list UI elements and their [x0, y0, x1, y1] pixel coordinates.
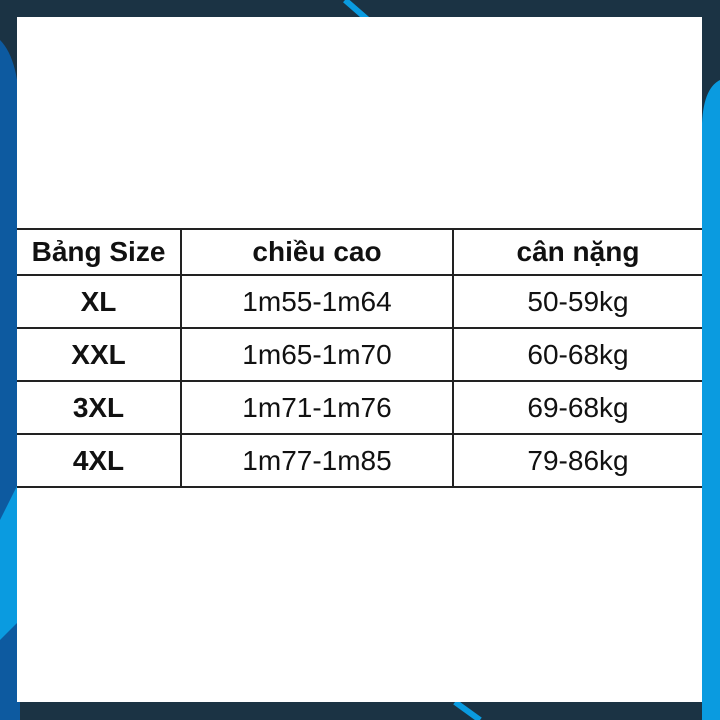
size-cell: 4XL — [17, 433, 182, 488]
size-cell: XXL — [17, 327, 182, 381]
header-height: chiều cao — [181, 228, 454, 275]
size-table: Bảng Size chiều cao cân nặng XL 1m55-1m6… — [17, 228, 702, 488]
height-cell: 1m71-1m76 — [181, 380, 454, 434]
size-chart-panel: Bảng Size chiều cao cân nặng XL 1m55-1m6… — [17, 17, 702, 702]
weight-cell: 50-59kg — [453, 274, 702, 328]
table-row: XXL 1m65-1m70 60-68kg — [17, 327, 702, 381]
header-weight: cân nặng — [453, 228, 702, 275]
height-cell: 1m65-1m70 — [181, 327, 454, 381]
weight-cell: 60-68kg — [453, 327, 702, 381]
table-row: XL 1m55-1m64 50-59kg — [17, 274, 702, 328]
header-size: Bảng Size — [17, 228, 182, 275]
size-cell: XL — [17, 274, 182, 328]
size-cell: 3XL — [17, 380, 182, 434]
table-row: 3XL 1m71-1m76 69-68kg — [17, 380, 702, 434]
weight-cell: 69-68kg — [453, 380, 702, 434]
height-cell: 1m77-1m85 — [181, 433, 454, 488]
table-header-row: Bảng Size chiều cao cân nặng — [17, 228, 702, 275]
height-cell: 1m55-1m64 — [181, 274, 454, 328]
table-row: 4XL 1m77-1m85 79-86kg — [17, 433, 702, 488]
weight-cell: 79-86kg — [453, 433, 702, 488]
